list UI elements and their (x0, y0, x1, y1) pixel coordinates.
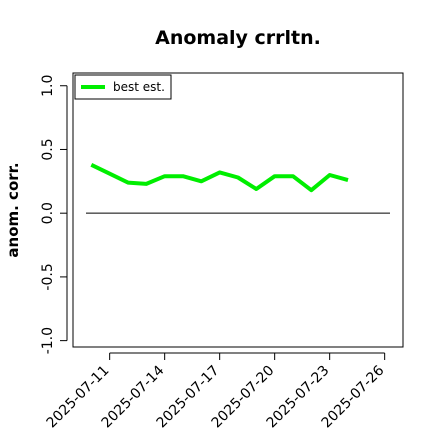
series-layer (90, 162, 349, 193)
chart-title: Anomaly crrltn. (155, 27, 321, 49)
plot-frame (72, 72, 404, 348)
y-axis-label: anom. corr. (4, 162, 22, 257)
x-axis: 2025-07-112025-07-142025-07-172025-07-20… (44, 352, 388, 431)
legend: best est. (74, 74, 172, 100)
y-tick-label: 0.0 (40, 202, 56, 224)
y-tick-label: -1.0 (40, 327, 56, 354)
y-axis: -1.0 -0.5 0.0 0.5 1.0 (40, 75, 68, 354)
y-tick-label: 0.5 (40, 138, 56, 160)
y-tick-label: 1.0 (40, 75, 56, 97)
series-line (90, 162, 349, 193)
legend-label: best est. (113, 80, 165, 94)
y-tick-label: -0.5 (40, 263, 56, 290)
